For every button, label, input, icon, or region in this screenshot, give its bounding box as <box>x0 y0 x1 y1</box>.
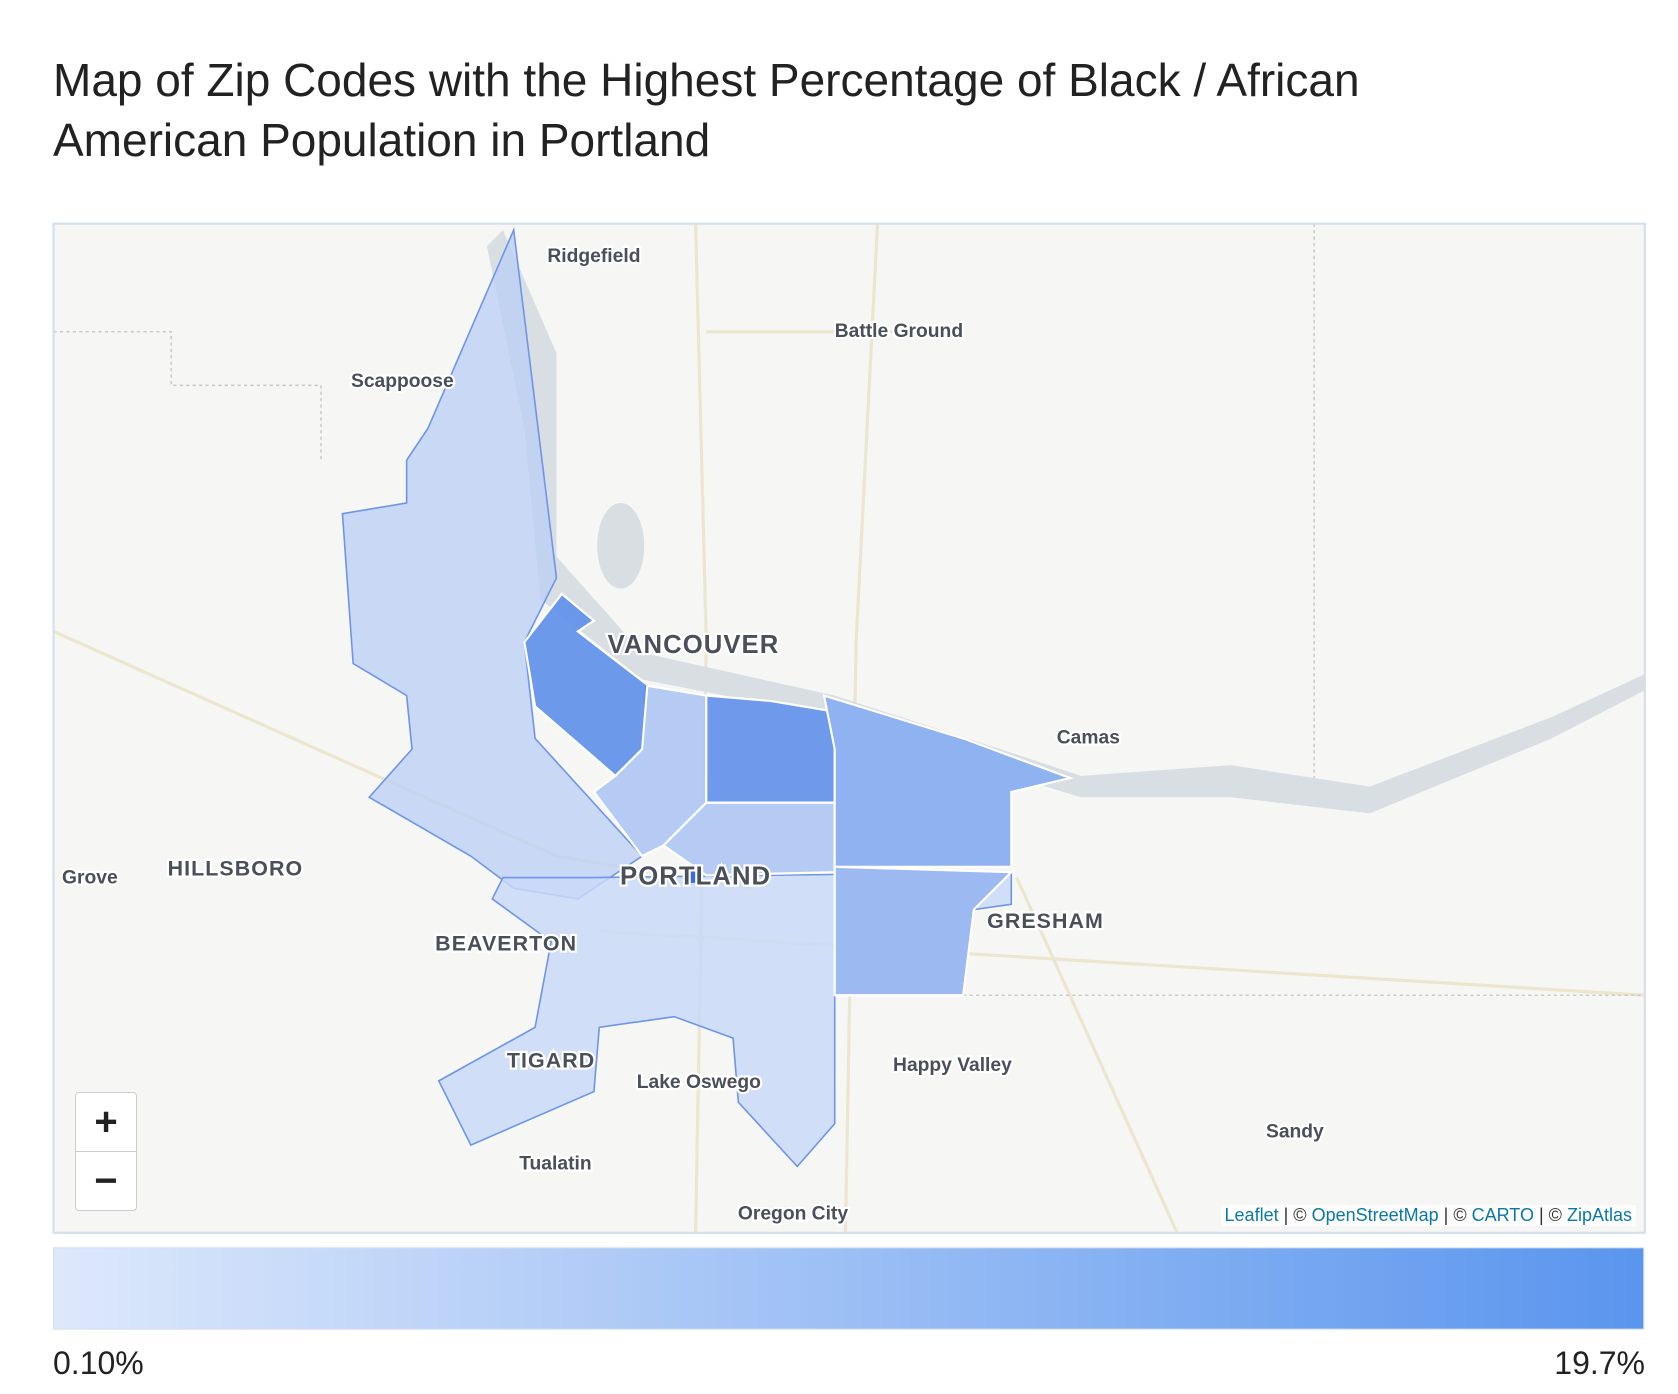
place-label: TIGARD <box>507 1048 595 1072</box>
zoom-out[interactable]: − <box>75 1151 137 1211</box>
attribution-separator: | © <box>1283 1205 1307 1225</box>
zoom-in[interactable]: + <box>75 1092 137 1152</box>
place-label: Ridgefield <box>547 246 640 267</box>
attribution-separator: | © <box>1443 1205 1467 1225</box>
place-label: Oregon City <box>738 1204 848 1225</box>
map-frame <box>52 222 1646 1234</box>
place-label: Scappoose <box>351 371 454 392</box>
place-label: GRESHAM <box>987 909 1104 933</box>
place-label: Battle Ground <box>835 321 963 342</box>
place-label: Sandy <box>1266 1121 1324 1142</box>
attribution-link[interactable]: CARTO <box>1471 1205 1534 1225</box>
title: Map of Zip Codes with the Highest Percen… <box>53 54 1360 166</box>
attribution-link[interactable]: Leaflet <box>1224 1205 1279 1225</box>
legend-min: 0.10% <box>53 1345 144 1381</box>
place-label: VANCOUVER <box>608 631 780 659</box>
legend-max: 19.7% <box>1554 1345 1645 1381</box>
attribution-link[interactable]: ZipAtlas <box>1566 1205 1632 1225</box>
place-label: Tualatin <box>519 1153 591 1174</box>
legend-bar <box>52 1247 1645 1330</box>
attribution-link[interactable]: OpenStreetMap <box>1311 1205 1439 1225</box>
place-label: HILLSBORO <box>168 857 304 881</box>
attribution: Leaflet | © OpenStreetMap | © CARTO | © … <box>1220 1205 1636 1226</box>
place-label: Camas <box>1057 728 1120 749</box>
map-tiles <box>53 223 1645 1233</box>
place-label: BEAVERTON <box>435 932 577 956</box>
place-label: Happy Valley <box>893 1055 1012 1076</box>
attribution-separator: | © <box>1539 1205 1562 1225</box>
place-label: Lake Oswego <box>637 1072 761 1093</box>
place-label: PORTLAND <box>620 862 771 890</box>
place-label: Grove <box>62 868 118 889</box>
